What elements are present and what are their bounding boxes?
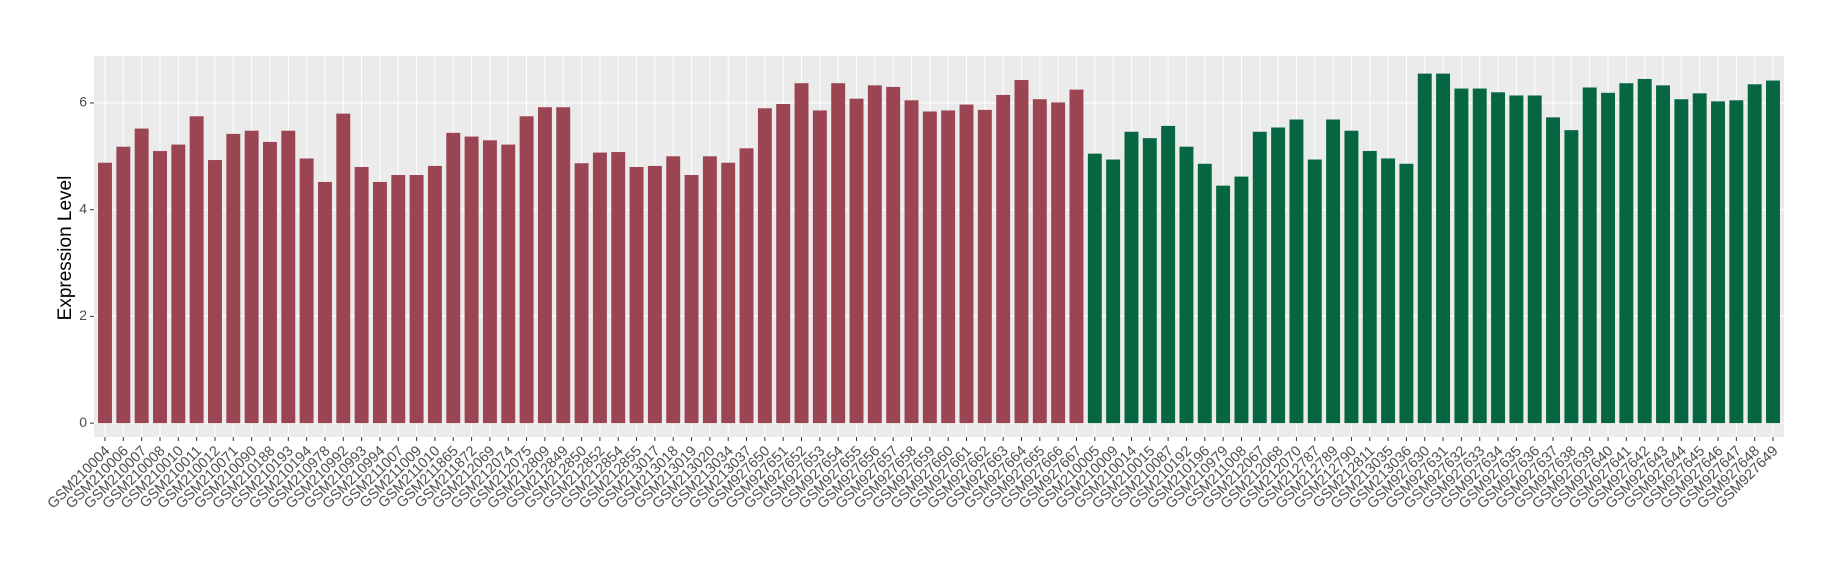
bar <box>647 165 662 424</box>
bar <box>1051 102 1066 424</box>
bar <box>1454 88 1469 424</box>
bar <box>244 130 259 424</box>
bar <box>1326 119 1341 424</box>
bar <box>537 107 552 424</box>
bar <box>427 165 442 424</box>
bar <box>171 144 186 424</box>
bar <box>189 116 204 424</box>
bar <box>482 140 497 424</box>
bar <box>116 146 131 424</box>
bar <box>1234 176 1249 424</box>
bar <box>1619 83 1634 424</box>
bar <box>1106 159 1121 424</box>
bar <box>959 104 974 424</box>
bar <box>867 85 882 424</box>
bar <box>611 152 626 424</box>
bar <box>372 181 387 424</box>
bar <box>153 150 167 424</box>
bar <box>1711 101 1725 424</box>
bar <box>1656 85 1670 424</box>
bar <box>831 83 846 424</box>
bar <box>1692 93 1707 424</box>
bar <box>702 156 717 424</box>
bar <box>1674 99 1689 424</box>
bar <box>776 104 791 424</box>
bar <box>226 133 241 424</box>
bar <box>721 162 736 424</box>
bar <box>281 130 296 424</box>
bar <box>1546 117 1561 424</box>
bar <box>739 148 754 424</box>
bar <box>1271 127 1286 424</box>
bar <box>629 166 644 424</box>
bar <box>941 110 956 424</box>
bar <box>354 166 369 424</box>
bar <box>904 100 919 424</box>
bar <box>556 107 571 424</box>
bar <box>134 128 149 424</box>
bar <box>574 163 589 424</box>
bar <box>317 181 332 424</box>
bar <box>1179 146 1194 424</box>
bar <box>1362 150 1377 424</box>
bar <box>1032 99 1047 424</box>
bar <box>1289 119 1304 424</box>
bar <box>849 98 864 424</box>
bar <box>757 108 772 424</box>
bar <box>208 160 222 424</box>
y-axis-title: Expression Level <box>55 176 76 321</box>
y-tick-label: 6 <box>79 94 87 110</box>
bar <box>299 158 314 424</box>
bar <box>1087 153 1102 424</box>
bar <box>1509 95 1524 424</box>
y-tick-label: 0 <box>79 414 87 430</box>
bar <box>592 152 607 424</box>
bar <box>1601 92 1615 424</box>
bar <box>684 174 699 424</box>
bar <box>1417 73 1432 424</box>
bar <box>977 109 992 424</box>
bar <box>1729 100 1744 424</box>
bar <box>1014 80 1029 424</box>
y-tick-label: 2 <box>79 307 87 323</box>
bar <box>996 94 1011 424</box>
bar <box>1564 130 1579 424</box>
bar <box>336 113 351 424</box>
bar <box>409 174 424 424</box>
bar <box>1766 80 1780 424</box>
y-tick-label: 4 <box>79 200 87 216</box>
bar <box>1399 163 1414 424</box>
bar <box>1637 78 1652 424</box>
bar <box>501 144 516 424</box>
bar <box>666 156 681 424</box>
bar <box>1069 89 1084 424</box>
bar <box>1747 84 1762 424</box>
bar <box>1344 130 1359 424</box>
bar <box>1527 95 1542 424</box>
bar <box>1216 185 1231 424</box>
bar <box>1472 88 1487 424</box>
bar <box>812 110 827 424</box>
bar <box>1252 131 1267 424</box>
bar <box>1307 159 1322 424</box>
bar <box>886 86 901 424</box>
bar <box>1197 163 1212 424</box>
bar <box>1161 125 1176 424</box>
bar <box>263 141 277 424</box>
bar <box>519 116 534 424</box>
bar <box>464 136 479 424</box>
bar <box>391 174 406 424</box>
bar <box>446 132 461 424</box>
bar <box>1381 158 1396 424</box>
bar <box>1436 73 1451 424</box>
bar <box>794 83 809 424</box>
bar <box>922 111 937 424</box>
bar <box>1124 131 1139 424</box>
bar <box>1582 87 1597 424</box>
bar <box>1142 138 1157 424</box>
bar <box>1491 92 1506 424</box>
bar <box>98 162 112 424</box>
